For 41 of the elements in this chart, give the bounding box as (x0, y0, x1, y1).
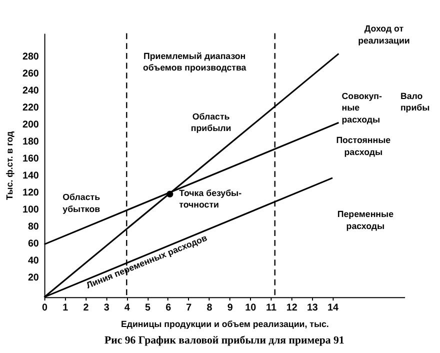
y-tick-label: 260 (22, 68, 40, 80)
y-tick-label: 20 (28, 272, 40, 284)
annotation: Доход от реализации (358, 24, 410, 46)
y-axis-title: Тыс. ф.ст. в год (4, 130, 15, 200)
annotation: Приемлемый диапазон объемов производства (142, 50, 246, 73)
annotation: Область прибыли (190, 111, 232, 134)
x-tick-label: 1 (62, 302, 69, 314)
x-tick-label: 12 (286, 302, 298, 314)
x-tick-label: 2 (83, 302, 90, 314)
x-tick-label: 11 (266, 302, 277, 314)
y-tick-label: 280 (22, 51, 40, 62)
x-tick-label: 3 (104, 302, 110, 314)
annotation: Точка безубы- точности (179, 188, 242, 210)
x-tick-label: 4 (124, 302, 130, 314)
text: Рис 96 График валовой прибыли для примера 91 (104, 334, 344, 346)
y-tick-label: 100 (22, 204, 40, 216)
y-tick-label: 60 (28, 238, 40, 250)
annotation: Совокуп- ные расходы (342, 90, 382, 125)
y-tick-label: 160 (22, 153, 40, 164)
y-tick-label: 240 (22, 85, 40, 96)
x-tick-label: 0 (42, 302, 48, 314)
annotation: Вало прибы (400, 90, 430, 113)
x-tick-label: 10 (245, 302, 257, 314)
x-tick-label: 13 (306, 302, 318, 314)
y-tick-label: 40 (28, 256, 40, 267)
y-tick-label: 200 (22, 119, 40, 130)
y-tick-label: 180 (22, 136, 40, 148)
x-axis-title: Единицы продукции и объем реализации, тыс. (120, 319, 329, 330)
annotation: Область убытков (62, 192, 101, 214)
x-tick-label: 8 (206, 302, 213, 314)
x-tick-label: 7 (186, 302, 192, 314)
annotation: Постоянные расходы (336, 135, 391, 157)
x-tick-label: 14 (328, 302, 339, 314)
x-tick-label: 6 (166, 302, 172, 314)
x-tick-label: 5 (144, 302, 151, 314)
y-tick-label: 80 (28, 221, 40, 232)
y-tick-label: 140 (22, 170, 40, 182)
x-tick-label: 9 (227, 302, 234, 314)
annotation: Переменные расходы (337, 209, 394, 231)
y-tick-label: 220 (22, 102, 40, 114)
y-tick-label: 120 (22, 187, 40, 198)
